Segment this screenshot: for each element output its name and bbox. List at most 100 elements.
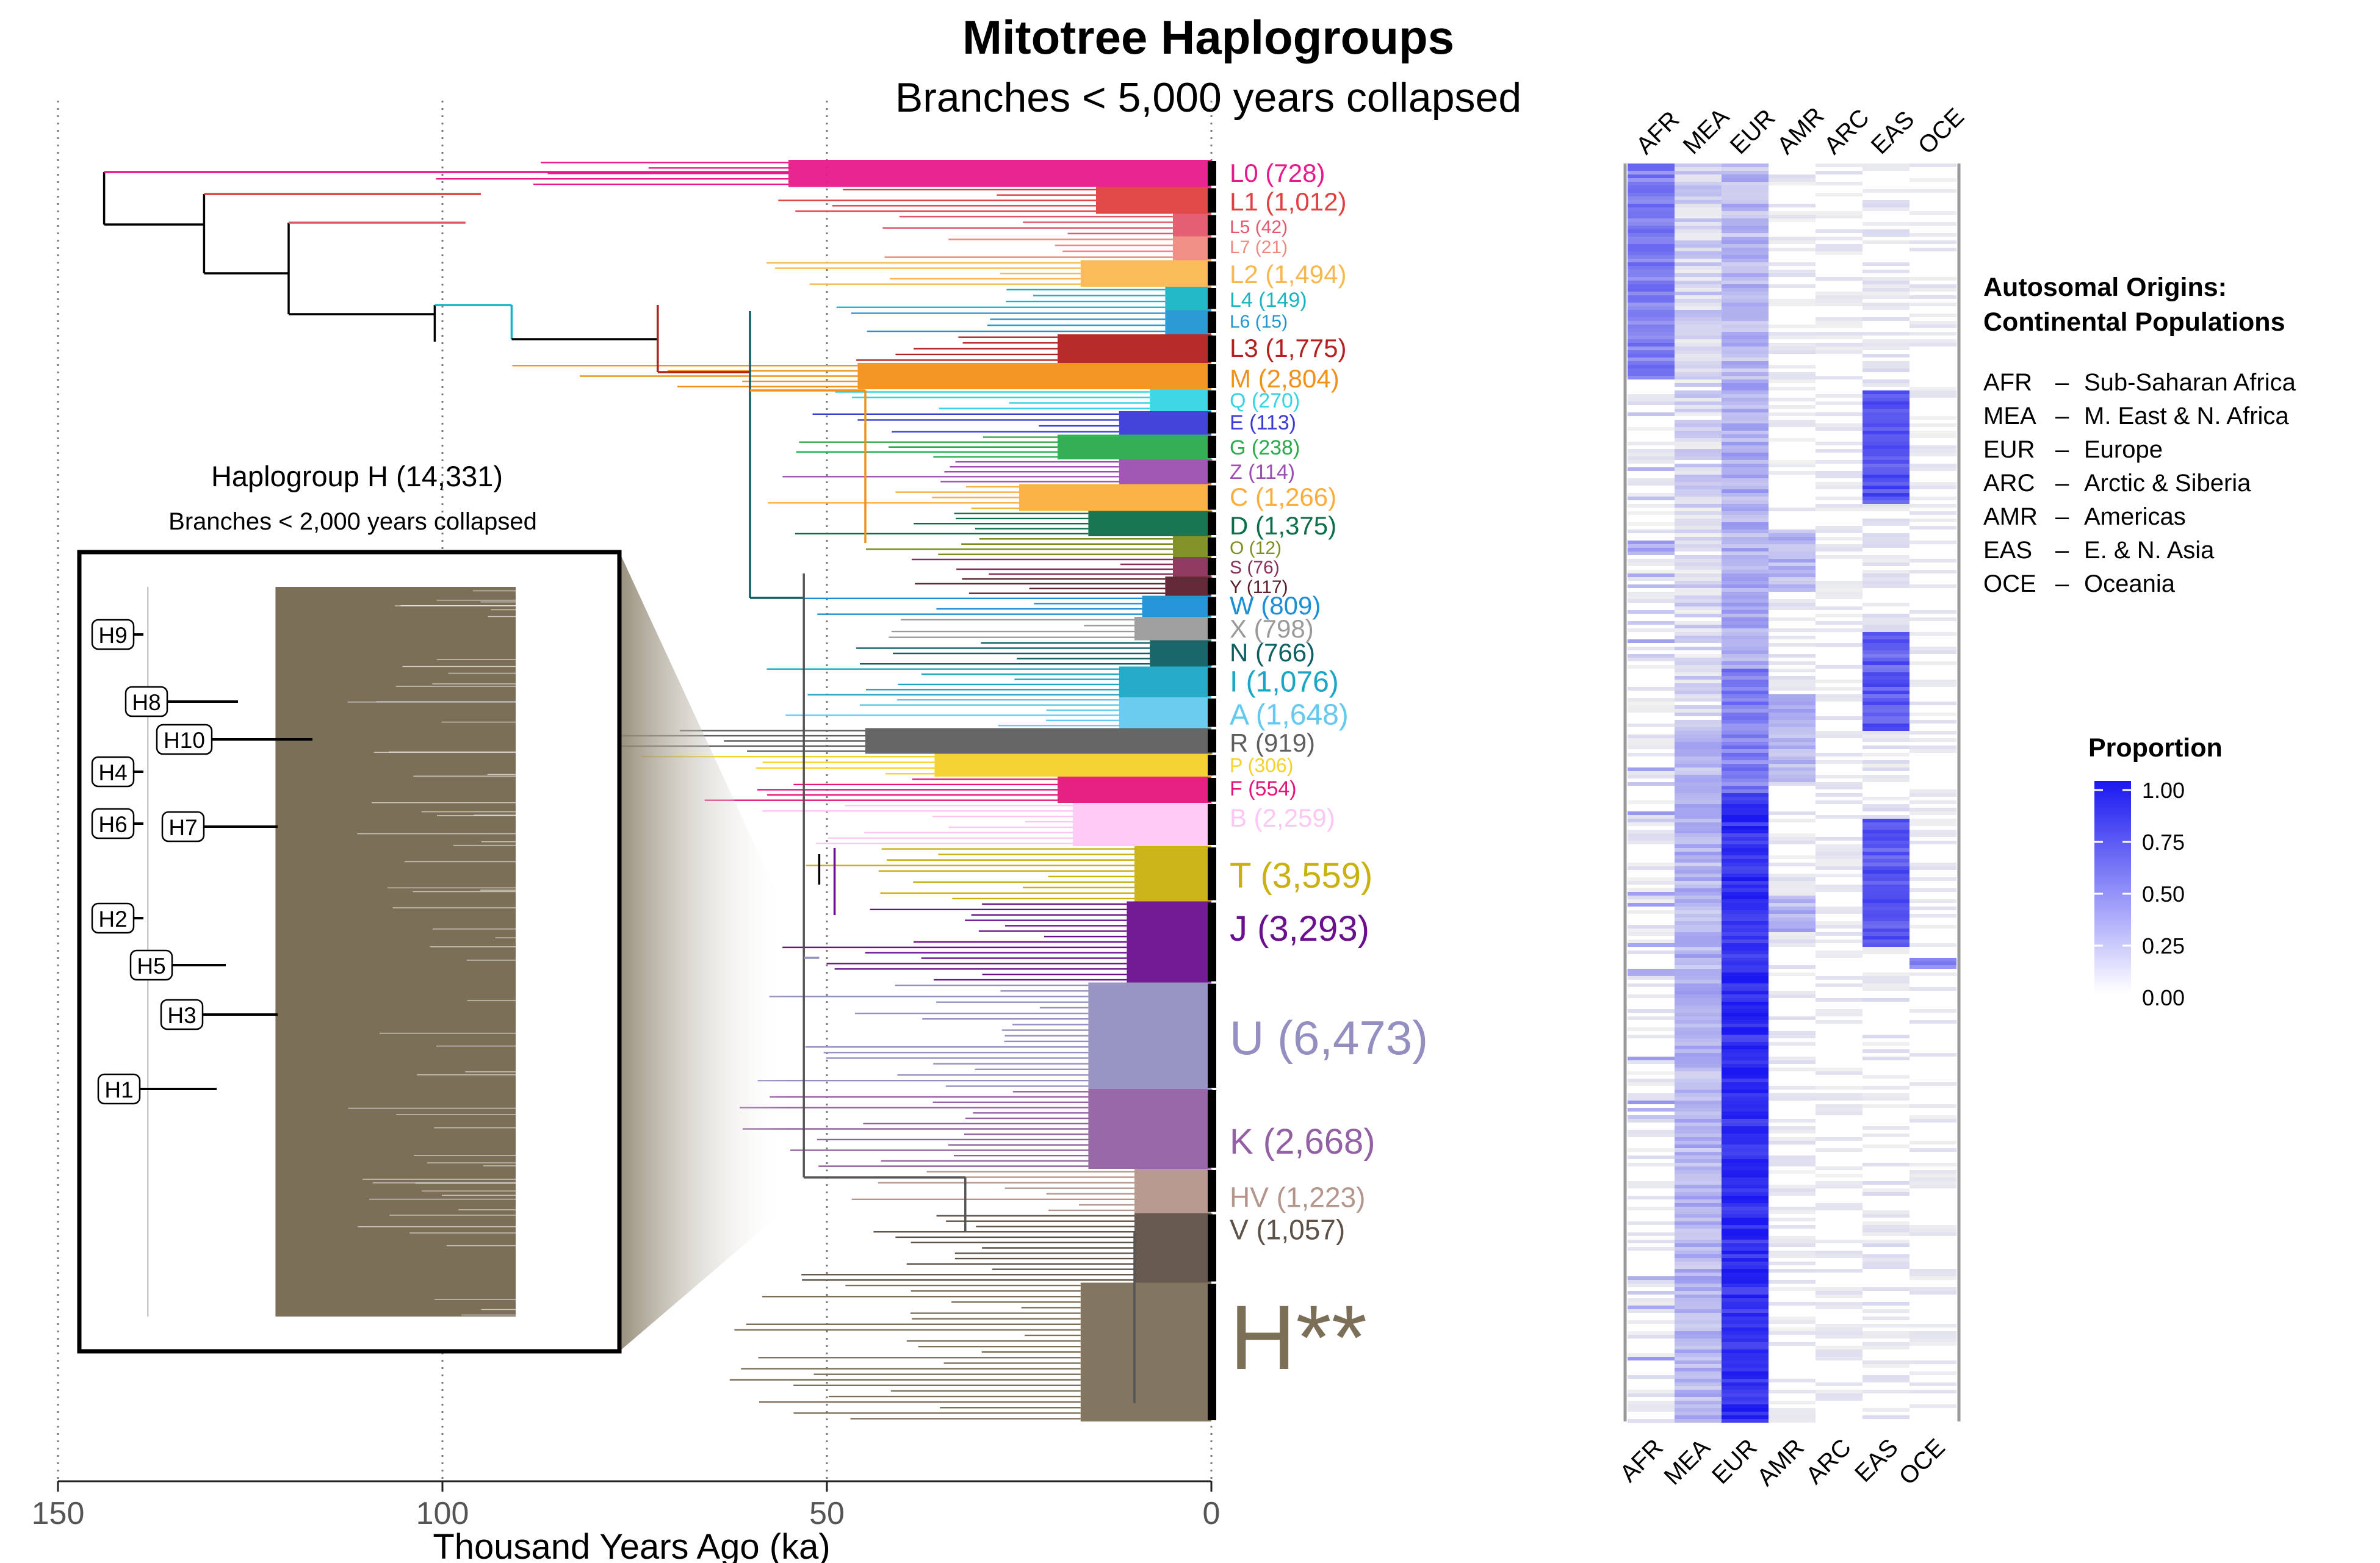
heatmap-cell	[1769, 877, 1816, 881]
heatmap-cell	[1675, 270, 1722, 273]
heatmap-cell	[1722, 390, 1769, 394]
heatmap-cell	[1675, 354, 1722, 358]
clade-tip-bar	[1208, 578, 1216, 595]
heatmap-cell	[1863, 270, 1909, 273]
heatmap-cell	[1769, 636, 1816, 639]
heatmap-cell	[1675, 1280, 1722, 1284]
heatmap-cell	[1722, 1166, 1769, 1170]
heatmap-cell	[1863, 672, 1909, 676]
heatmap-cell	[1675, 830, 1722, 833]
heatmap-cell	[1675, 896, 1722, 899]
heatmap-cell	[1675, 171, 1722, 174]
heatmap-cell	[1863, 1093, 1909, 1097]
heatmap-cell	[1909, 987, 1956, 991]
heatmap-cell	[1675, 753, 1722, 756]
heatmap-cell	[1722, 240, 1769, 244]
legend-dash: –	[2055, 436, 2069, 463]
heatmap-cell	[1675, 497, 1722, 500]
haplogroup-label-W: W (809)	[1230, 591, 1321, 620]
heatmap-cell	[1769, 753, 1816, 756]
heatmap-cell	[1722, 874, 1769, 877]
heatmap-cell	[1909, 833, 1956, 837]
heatmap-cell	[1628, 705, 1675, 709]
heatmap-cell	[1675, 994, 1722, 998]
heatmap-cell	[1863, 778, 1909, 782]
heatmap-cell	[1675, 163, 1722, 167]
heatmap-cell	[1769, 1415, 1816, 1419]
heatmap-cell	[1675, 1390, 1722, 1393]
heatmap-cell	[1675, 1328, 1722, 1331]
heatmap-cell	[1628, 244, 1675, 248]
heatmap-cell	[1816, 248, 1863, 251]
heatmap-cell	[1769, 921, 1816, 925]
heatmap-cell	[1816, 844, 1863, 848]
heatmap-cell	[1628, 306, 1675, 310]
x-tick-label: 100	[416, 1496, 469, 1531]
heatmap-cell	[1675, 445, 1722, 449]
heatmap-cell	[1722, 720, 1769, 724]
heatmap-cell	[1863, 797, 1909, 800]
heatmap-cell	[1863, 412, 1909, 416]
heatmap-cell	[1863, 163, 1909, 167]
heatmap-cell	[1769, 680, 1816, 683]
heatmap-cell	[1675, 464, 1722, 467]
heatmap-cell	[1722, 1155, 1769, 1159]
heatmap-cell	[1816, 786, 1863, 789]
heatmap-cell	[1769, 892, 1816, 896]
clade-V	[801, 1213, 1216, 1283]
heatmap-cell	[1628, 899, 1675, 903]
heatmap-cell	[1722, 548, 1769, 552]
heatmap-cell	[1769, 365, 1816, 368]
heatmap-cell	[1769, 1218, 1816, 1221]
heatmap-cell	[1675, 713, 1722, 716]
haplogroup-label-I: I (1,076)	[1230, 666, 1339, 698]
heatmap-cell	[1722, 332, 1769, 336]
heatmap-cell	[1628, 237, 1675, 240]
haplogroup-label-Y: Y (117)	[1230, 577, 1288, 597]
heatmap-cell	[1675, 314, 1722, 317]
haplogroup-labels: L0 (728)L1 (1,012)L5 (42)L7 (21)L2 (1,49…	[1230, 159, 1428, 1389]
heatmap-cell	[1769, 240, 1816, 244]
heatmap-cell	[1769, 936, 1816, 940]
heatmap-cell	[1722, 621, 1769, 625]
heatmap-cell	[1722, 852, 1769, 855]
heatmap-cell	[1722, 687, 1769, 691]
heatmap-cell	[1863, 669, 1909, 672]
heatmap-cell	[1675, 658, 1722, 661]
heatmap-cell	[1722, 336, 1769, 339]
heatmap-cell	[1675, 332, 1722, 336]
heatmap-top-label-AFR: AFR	[1631, 106, 1685, 160]
heatmap-cell	[1769, 182, 1816, 185]
heatmap-cell	[1722, 325, 1769, 328]
heatmap-cell	[1863, 423, 1909, 427]
heatmap-cell	[1769, 1126, 1816, 1130]
heatmap-cell	[1722, 1309, 1769, 1313]
heatmap-cell	[1628, 709, 1675, 713]
heatmap-cell	[1628, 584, 1675, 588]
heatmap-cell	[1722, 1240, 1769, 1243]
heatmap-cell	[1863, 233, 1909, 237]
heatmap-cell	[1816, 950, 1863, 954]
haplogroup-label-K: K (2,668)	[1230, 1122, 1376, 1162]
heatmap-cell	[1722, 961, 1769, 965]
heatmap-cell	[1722, 1093, 1769, 1097]
heatmap-cell	[1909, 958, 1956, 961]
heatmap-cell	[1816, 530, 1863, 533]
heatmap-cell	[1628, 295, 1675, 299]
heatmap-cell	[1863, 1258, 1909, 1262]
heatmap-cell	[1722, 533, 1769, 537]
heatmap-cell	[1722, 599, 1769, 603]
heatmap-cell	[1628, 248, 1675, 251]
heatmap-cell	[1863, 925, 1909, 929]
heatmap-cell	[1675, 822, 1722, 826]
heatmap-cell	[1863, 1221, 1909, 1225]
heatmap-cell	[1628, 1130, 1675, 1134]
heatmap-cell	[1722, 650, 1769, 654]
heatmap-cell	[1909, 866, 1956, 870]
heatmap-cell	[1863, 497, 1909, 500]
heatmap-cell	[1722, 226, 1769, 229]
heatmap-cell	[1675, 1196, 1722, 1199]
clade-block	[1173, 557, 1211, 577]
heatmap-cell	[1675, 797, 1722, 800]
clade-label-H5: H5	[137, 954, 165, 979]
